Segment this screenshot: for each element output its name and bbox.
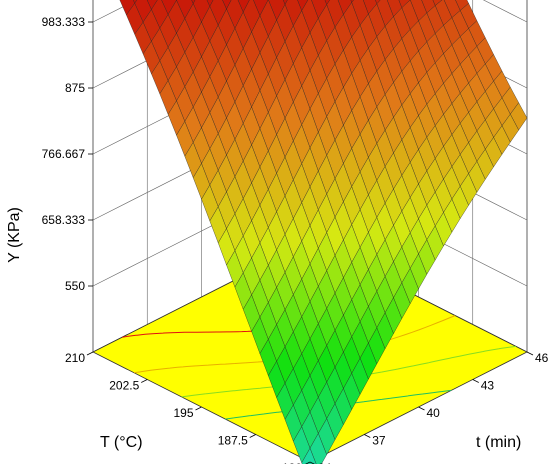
x-tick-mark [141, 379, 148, 383]
z-tick-label: 766.667 [42, 147, 86, 161]
y-tick-mark [526, 351, 534, 356]
response-surface [119, 0, 528, 464]
y-tick-mark [364, 434, 371, 438]
surface-patch [222, 0, 232, 10]
z-tick-label: 550 [65, 279, 85, 293]
surface-patch [324, 0, 330, 6]
x-tick-mark [86, 351, 94, 356]
x-axis-label: T (°C) [100, 434, 143, 451]
surface-patch [133, 0, 138, 4]
surface-patch [301, 447, 317, 464]
z-tick-label: 875 [65, 81, 85, 95]
x-tick-label: 202.5 [109, 379, 139, 393]
surface-patch [191, 0, 196, 4]
x-tick-label: 187.5 [218, 434, 248, 448]
y-tick-label: 34 [318, 461, 332, 464]
surface-patch [282, 0, 288, 5]
z-tick-label: 983.333 [42, 15, 86, 29]
y-tick-mark [472, 379, 479, 383]
surface-patch [206, 0, 214, 7]
z-axis-label: Y (KPa) [6, 207, 23, 263]
x-tick-label: 180 [282, 461, 302, 464]
y-tick-mark [418, 406, 425, 411]
y-tick-label: 43 [481, 379, 495, 393]
y-tick-label: 46 [535, 351, 549, 365]
x-tick-label: 210 [65, 351, 85, 365]
x-tick-mark [195, 406, 202, 411]
z-tick-label: 658.333 [42, 213, 86, 227]
x-tick-mark [249, 434, 256, 438]
axis-ticks: 550658.333766.667875983.3331091.67120018… [42, 15, 549, 464]
y-axis-label: t (min) [476, 434, 521, 451]
y-tick-label: 40 [427, 406, 441, 420]
y-tick-label: 37 [372, 434, 386, 448]
x-tick-label: 195 [173, 406, 193, 420]
